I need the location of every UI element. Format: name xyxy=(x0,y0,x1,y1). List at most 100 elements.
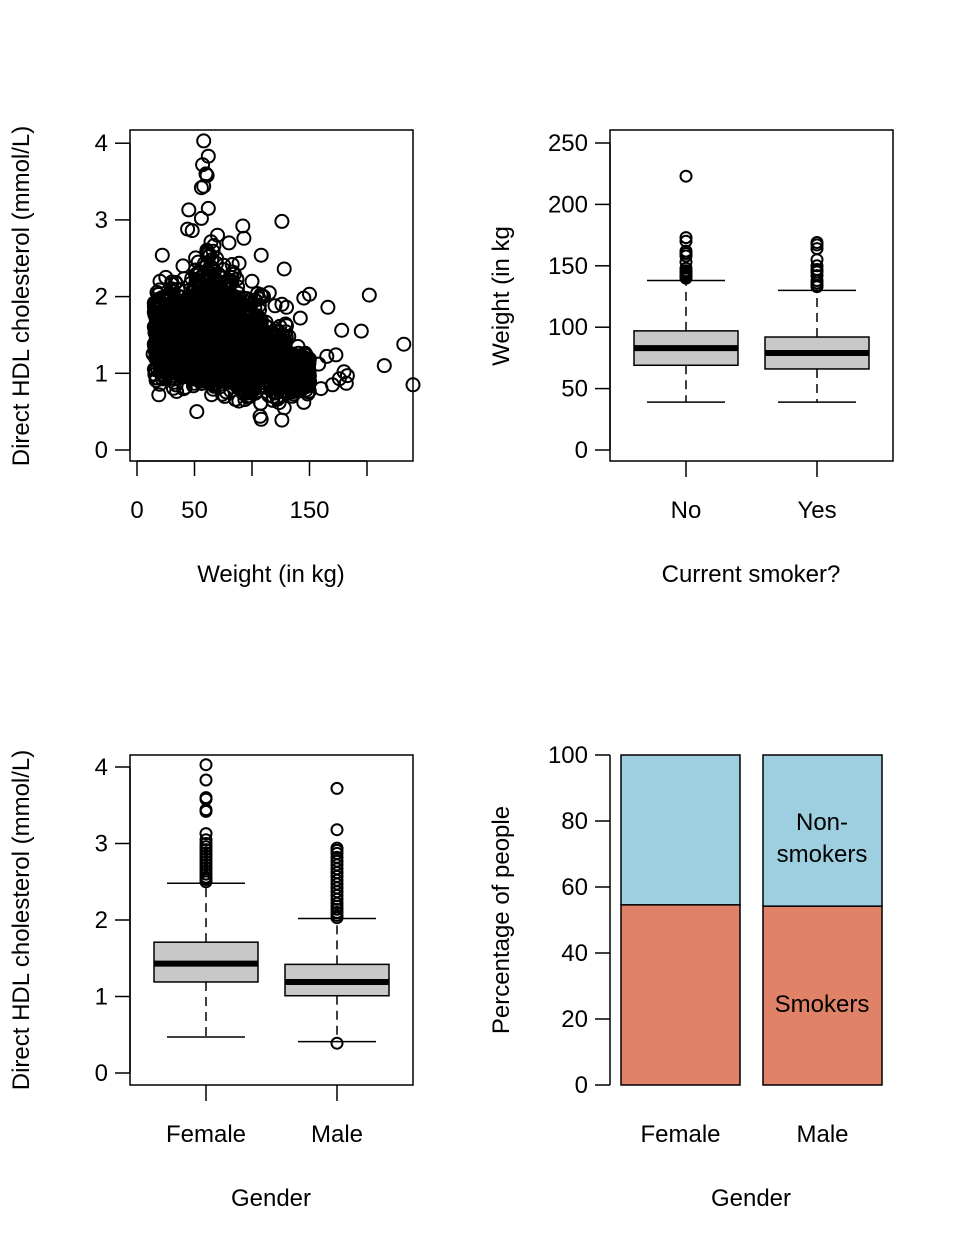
y-axis-title: Direct HDL cholesterol (mmol/L) xyxy=(8,750,35,1091)
y-tick-label: 0 xyxy=(95,1060,108,1087)
outlier-point xyxy=(199,827,213,841)
boxplot-panel-weight-by-smoker: 0 50 100 150 200 250 No Yes Current smoker? We… xyxy=(488,129,894,588)
scatter-point xyxy=(279,299,294,315)
box-no xyxy=(633,169,739,403)
scatter-point xyxy=(361,287,377,303)
scatter-point xyxy=(276,261,292,277)
y-tick-label: 50 xyxy=(561,376,588,403)
box-female xyxy=(153,758,259,1038)
y-tick-label: 0 xyxy=(95,437,108,464)
scatter-point xyxy=(290,339,306,354)
y-tick-label: 1 xyxy=(95,360,108,387)
outlier-point xyxy=(330,841,344,855)
scatter-point xyxy=(271,395,287,411)
outlier-point xyxy=(330,781,344,795)
y-tick-label: 3 xyxy=(95,207,108,234)
scatter-point xyxy=(184,223,200,239)
scatter-point xyxy=(193,180,209,196)
scatter-point xyxy=(274,412,290,428)
y-axis: 0 50 100 150 200 250 xyxy=(548,130,611,464)
scatter-point xyxy=(236,230,252,246)
outlier-point xyxy=(199,758,213,772)
bar-segment-smokers xyxy=(620,904,741,1086)
scatter-point xyxy=(221,235,237,251)
scatter-point xyxy=(334,322,350,338)
scatter-point xyxy=(376,358,392,374)
x-tick-label: No xyxy=(671,497,702,524)
scatter-point xyxy=(225,264,241,280)
y-tick-label: 100 xyxy=(548,314,588,341)
scatter-points xyxy=(145,133,421,428)
scatter-panel-hdl-vs-weight: 0 1 2 3 4 0 50 150 Weight (in kg) Direct HDL c… xyxy=(8,126,421,588)
outlier-point xyxy=(679,244,693,258)
boxes xyxy=(153,758,390,1050)
x-tick-label: Female xyxy=(640,1121,720,1148)
scatter-point xyxy=(325,377,340,393)
scatter-point xyxy=(253,247,269,263)
box-yes xyxy=(764,236,870,403)
outlier-point xyxy=(679,261,693,275)
outlier-point xyxy=(810,259,824,273)
outlier-point xyxy=(199,773,213,787)
scatter-point xyxy=(353,323,369,339)
y-axis: 0 1 2 3 4 xyxy=(95,754,131,1087)
scatter-point xyxy=(147,323,163,339)
y-tick-label: 0 xyxy=(575,437,588,464)
x-axis-title: Gender xyxy=(711,1185,791,1212)
scatter-point xyxy=(214,286,230,302)
scatter-point xyxy=(189,404,205,420)
x-tick-label: Male xyxy=(796,1121,848,1148)
x-tick-label: Female xyxy=(166,1121,246,1148)
scatter-point xyxy=(156,292,172,308)
outlier-point xyxy=(679,169,693,183)
bar-segment-non-smokers xyxy=(762,754,883,907)
scatter-point xyxy=(202,247,218,263)
plot-frame xyxy=(609,129,894,462)
x-axis-title: Weight (in kg) xyxy=(197,561,345,588)
y-axis-title: Direct HDL cholesterol (mmol/L) xyxy=(8,126,35,467)
bar-segment-non-smokers xyxy=(620,754,741,906)
y-tick-label: 1 xyxy=(95,984,108,1011)
x-axis: Female Male xyxy=(640,1121,848,1148)
scatter-point xyxy=(205,243,221,259)
scatter-point xyxy=(292,310,308,326)
scatter-point xyxy=(296,290,312,306)
outlier-point xyxy=(199,791,213,805)
x-tick-label: Yes xyxy=(797,497,836,524)
x-tick-label: 0 xyxy=(130,497,143,524)
scatter-point xyxy=(169,384,185,399)
outlier-point xyxy=(810,236,824,249)
scatter-point xyxy=(206,238,222,253)
x-tick-label: Male xyxy=(311,1121,363,1148)
scatter-point xyxy=(235,218,251,234)
scatter-point xyxy=(181,202,197,218)
y-axis: 0 20 40 60 80 100 xyxy=(548,742,611,1099)
scatter-point xyxy=(244,273,260,289)
scatter-point xyxy=(145,346,161,362)
scatter-point xyxy=(146,299,162,315)
scatter-point xyxy=(264,383,280,399)
scatter-point xyxy=(175,258,191,274)
outlier-point xyxy=(199,837,213,850)
y-axis: 0 1 2 3 4 xyxy=(95,130,131,464)
scatter-point xyxy=(293,357,309,373)
y-axis-title: Weight (in kg xyxy=(488,226,515,366)
boxes xyxy=(633,169,870,403)
y-tick-label: 40 xyxy=(561,940,588,967)
scatter-point xyxy=(165,380,181,396)
scatter-point xyxy=(311,356,327,372)
scatter-point xyxy=(274,213,290,229)
scatter-point xyxy=(251,297,267,313)
stacked-bar-panel-smoking-by-gender: 0 20 40 60 80 100 Female Male Non- smokers Smo… xyxy=(488,742,883,1212)
scatter-point xyxy=(396,336,412,352)
scatter-point xyxy=(284,388,300,404)
scatter-point xyxy=(319,348,335,364)
scatter-point xyxy=(202,268,218,284)
scatter-point xyxy=(256,289,271,305)
scatter-point xyxy=(296,394,312,410)
scatter-point xyxy=(199,167,215,183)
y-tick-label: 4 xyxy=(95,754,108,781)
outlier-point xyxy=(199,833,213,847)
box-male xyxy=(284,781,390,1050)
scatter-point xyxy=(196,133,212,149)
